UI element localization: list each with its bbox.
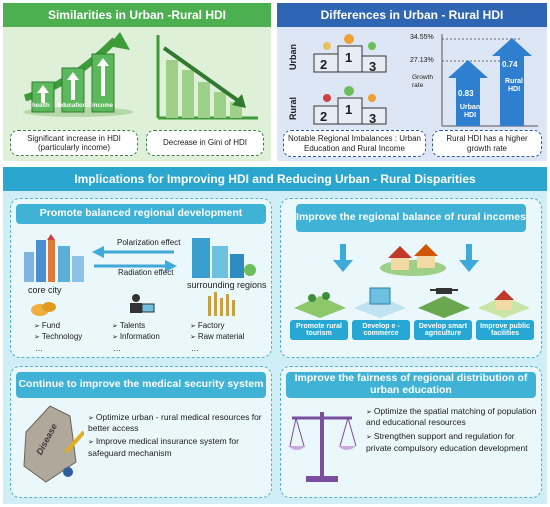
growth-rate-axes <box>441 34 538 127</box>
education-title: Improve the fairness of regional distrib… <box>286 372 536 398</box>
similarity-box-hdi-increase: Significant increase in HDI (particularl… <box>10 130 138 156</box>
hdi-increase-chart <box>23 32 133 117</box>
rural-hdi-value: 0.74 <box>502 60 518 69</box>
difference-box-growth: Rural HDI has a higher growth rate <box>432 130 542 157</box>
difference-box-imbalance: Notable Regional Imbalances : Urban Educ… <box>283 130 426 157</box>
ellipsis-3: … <box>191 344 199 353</box>
polarization-label: Polarization effect <box>117 238 181 247</box>
resource-fund: Fund <box>34 321 82 332</box>
rural-tourism-icon <box>294 292 346 318</box>
rural-podium <box>313 86 387 125</box>
education-bullets: Optimize the spatial matching of populat… <box>366 406 540 454</box>
bar-income-label: income <box>92 103 114 109</box>
resources-col-3: Factory Raw material <box>190 321 245 343</box>
resource-technology: Technology <box>34 332 82 343</box>
urban-hdi-value: 0.83 <box>458 89 474 98</box>
rural-podium-1: 1 <box>345 102 353 117</box>
resource-raw-material: Raw material <box>190 332 245 343</box>
core-city-label: core city <box>28 285 62 295</box>
rural-podium-3: 3 <box>369 111 377 126</box>
radiation-label: Radiation effect <box>118 268 174 277</box>
e-commerce-icon <box>354 287 406 318</box>
factory-icon <box>208 292 235 316</box>
balance-scale-icon <box>288 412 357 482</box>
rate-low: 27.13% <box>410 57 434 64</box>
resource-talents: Talents <box>112 321 160 332</box>
rural-income-title: Improve the regional balance of rural in… <box>296 204 526 232</box>
urban-podium <box>313 34 387 73</box>
rural-item-tourism: Promote rural tourism <box>290 320 348 340</box>
bar-health-label: health <box>32 103 50 109</box>
surrounding-label: surrounding regions <box>187 280 267 290</box>
smart-agriculture-icon <box>418 288 470 318</box>
down-arrows <box>333 244 479 272</box>
similarity-box-gini-decrease: Decrease in Gini of HDI <box>146 130 264 156</box>
differences-title: Differences in Urban - Rural HDI <box>277 3 547 27</box>
medical-bullet-2: Improve medical insurance system for saf… <box>88 436 268 458</box>
village-icon <box>380 244 446 276</box>
rural-item-ecommerce: Develop e - commerce <box>352 320 410 340</box>
disease-rock-icon <box>23 405 84 483</box>
regional-title: Promote balanced regional development <box>16 204 266 224</box>
similarities-title: Similarities in Urban -Rural HDI <box>3 3 271 27</box>
urban-hdi-label: Urban HDI <box>459 104 481 120</box>
rural-item-public-facilities: Improve public facilities <box>476 320 534 340</box>
urban-podium-1: 1 <box>345 50 353 65</box>
resource-factory: Factory <box>190 321 245 332</box>
rate-high: 34.55% <box>410 34 434 41</box>
fund-icon <box>31 302 56 316</box>
education-bullet-2: Strengthen support and regulation for pr… <box>366 431 540 453</box>
gini-decrease-chart <box>156 35 258 120</box>
medical-title: Continue to improve the medical security… <box>16 372 266 398</box>
resources-col-1: Fund Technology <box>34 321 82 343</box>
growth-rate-label: Growth rate <box>412 74 433 89</box>
core-city-icon <box>24 234 84 282</box>
resources-col-2: Talents Information <box>112 321 160 343</box>
talents-icon <box>130 294 155 313</box>
rural-podium-2: 2 <box>320 109 328 124</box>
education-bullet-1: Optimize the spatial matching of populat… <box>366 406 540 428</box>
ellipsis-2: … <box>113 344 121 353</box>
implications-title: Implications for Improving HDI and Reduc… <box>3 167 547 191</box>
bar-education-label: education <box>58 103 87 109</box>
urban-podium-2: 2 <box>320 57 328 72</box>
medical-bullets: Optimize urban - rural medical resources… <box>88 412 268 459</box>
urban-podium-3: 3 <box>369 59 377 74</box>
medical-bullet-1: Optimize urban - rural medical resources… <box>88 412 268 434</box>
urban-label: Urban <box>288 43 298 70</box>
resource-information: Information <box>112 332 160 343</box>
ellipsis-1: … <box>35 344 43 353</box>
public-facilities-icon <box>478 290 530 318</box>
rural-item-smart-agriculture: Develop smart agriculture <box>414 320 472 340</box>
rural-hdi-label: Rural HDI <box>505 78 523 94</box>
surrounding-regions-icon <box>192 238 256 278</box>
rural-label: Rural <box>288 96 298 120</box>
effect-arrows <box>92 246 177 272</box>
